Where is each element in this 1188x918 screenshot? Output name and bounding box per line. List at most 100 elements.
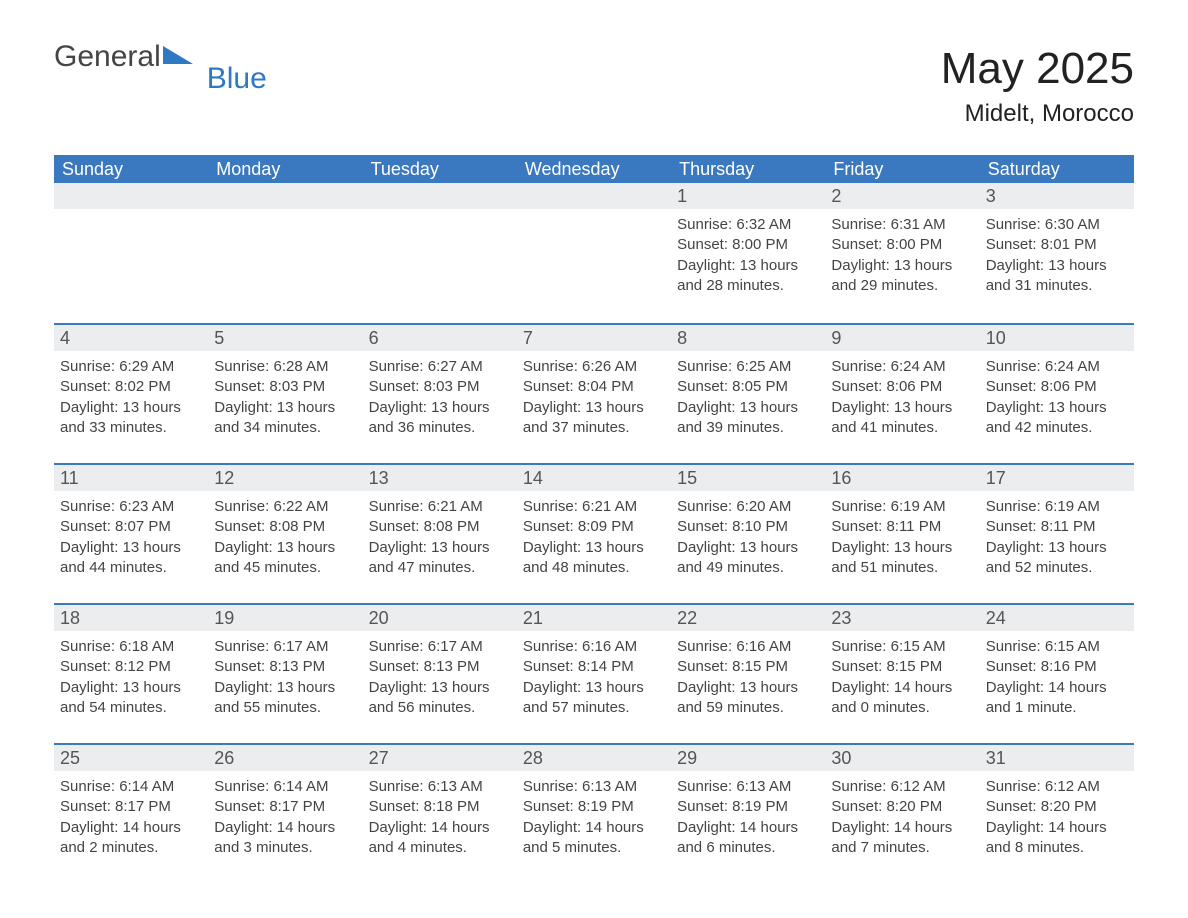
calendar-day-cell: 19Sunrise: 6:17 AMSunset: 8:13 PMDayligh…: [208, 605, 362, 743]
sunset-text: Sunset: 8:13 PM: [369, 657, 511, 677]
calendar-header-cell: Thursday: [671, 159, 825, 180]
daylight-text: Daylight: 13 hours and 42 minutes.: [986, 398, 1128, 439]
sunset-text: Sunset: 8:08 PM: [214, 517, 356, 537]
sunset-text: Sunset: 8:20 PM: [831, 797, 973, 817]
daylight-text: Daylight: 14 hours and 6 minutes.: [677, 818, 819, 859]
sunrise-text: Sunrise: 6:13 AM: [523, 777, 665, 797]
daylight-text: Daylight: 14 hours and 3 minutes.: [214, 818, 356, 859]
calendar-day-number: 11: [54, 465, 208, 491]
daylight-text: Daylight: 13 hours and 55 minutes.: [214, 678, 356, 719]
calendar-day-number: 24: [980, 605, 1134, 631]
calendar-day-number: 18: [54, 605, 208, 631]
calendar-day-cell: 4Sunrise: 6:29 AMSunset: 8:02 PMDaylight…: [54, 325, 208, 463]
sunrise-text: Sunrise: 6:24 AM: [986, 357, 1128, 377]
sunset-text: Sunset: 8:00 PM: [831, 235, 973, 255]
calendar-day-cell: [517, 183, 671, 323]
logo-triangle-icon: [163, 46, 193, 64]
month-title: May 2025: [941, 46, 1134, 92]
calendar-day-cell: 31Sunrise: 6:12 AMSunset: 8:20 PMDayligh…: [980, 745, 1134, 883]
calendar-header-cell: Saturday: [980, 159, 1134, 180]
sunrise-text: Sunrise: 6:14 AM: [60, 777, 202, 797]
calendar-day-cell: 18Sunrise: 6:18 AMSunset: 8:12 PMDayligh…: [54, 605, 208, 743]
sunset-text: Sunset: 8:09 PM: [523, 517, 665, 537]
daylight-text: Daylight: 13 hours and 39 minutes.: [677, 398, 819, 439]
calendar-day-number: [517, 183, 671, 209]
sunset-text: Sunset: 8:00 PM: [677, 235, 819, 255]
location-subtitle: Midelt, Morocco: [941, 100, 1134, 128]
sunset-text: Sunset: 8:04 PM: [523, 377, 665, 397]
calendar-day-cell: [208, 183, 362, 323]
calendar-day-cell: 8Sunrise: 6:25 AMSunset: 8:05 PMDaylight…: [671, 325, 825, 463]
sunrise-text: Sunrise: 6:14 AM: [214, 777, 356, 797]
calendar-day-number: 20: [363, 605, 517, 631]
sunrise-text: Sunrise: 6:12 AM: [831, 777, 973, 797]
daylight-text: Daylight: 13 hours and 45 minutes.: [214, 538, 356, 579]
daylight-text: Daylight: 14 hours and 7 minutes.: [831, 818, 973, 859]
sunset-text: Sunset: 8:18 PM: [369, 797, 511, 817]
calendar-day-cell: 26Sunrise: 6:14 AMSunset: 8:17 PMDayligh…: [208, 745, 362, 883]
calendar-day-cell: 1Sunrise: 6:32 AMSunset: 8:00 PMDaylight…: [671, 183, 825, 323]
sunrise-text: Sunrise: 6:21 AM: [369, 497, 511, 517]
calendar-day-number: 7: [517, 325, 671, 351]
calendar-day-cell: 25Sunrise: 6:14 AMSunset: 8:17 PMDayligh…: [54, 745, 208, 883]
sunset-text: Sunset: 8:07 PM: [60, 517, 202, 537]
calendar-day-number: 12: [208, 465, 362, 491]
daylight-text: Daylight: 13 hours and 54 minutes.: [60, 678, 202, 719]
daylight-text: Daylight: 13 hours and 52 minutes.: [986, 538, 1128, 579]
daylight-text: Daylight: 13 hours and 44 minutes.: [60, 538, 202, 579]
sunrise-text: Sunrise: 6:13 AM: [369, 777, 511, 797]
calendar-day-cell: 7Sunrise: 6:26 AMSunset: 8:04 PMDaylight…: [517, 325, 671, 463]
calendar-day-number: 17: [980, 465, 1134, 491]
calendar-week-row: 1Sunrise: 6:32 AMSunset: 8:00 PMDaylight…: [54, 183, 1134, 323]
daylight-text: Daylight: 13 hours and 36 minutes.: [369, 398, 511, 439]
daylight-text: Daylight: 14 hours and 2 minutes.: [60, 818, 202, 859]
sunrise-text: Sunrise: 6:17 AM: [214, 637, 356, 657]
calendar-header-cell: Tuesday: [363, 159, 517, 180]
sunrise-text: Sunrise: 6:15 AM: [986, 637, 1128, 657]
sunset-text: Sunset: 8:11 PM: [831, 517, 973, 537]
daylight-text: Daylight: 14 hours and 1 minute.: [986, 678, 1128, 719]
calendar-header-cell: Friday: [825, 159, 979, 180]
sunrise-text: Sunrise: 6:18 AM: [60, 637, 202, 657]
calendar-day-cell: 15Sunrise: 6:20 AMSunset: 8:10 PMDayligh…: [671, 465, 825, 603]
daylight-text: Daylight: 14 hours and 5 minutes.: [523, 818, 665, 859]
calendar-body: 1Sunrise: 6:32 AMSunset: 8:00 PMDaylight…: [54, 183, 1134, 883]
calendar-day-number: 8: [671, 325, 825, 351]
daylight-text: Daylight: 13 hours and 56 minutes.: [369, 678, 511, 719]
sunset-text: Sunset: 8:03 PM: [369, 377, 511, 397]
calendar-day-number: 6: [363, 325, 517, 351]
sunset-text: Sunset: 8:19 PM: [677, 797, 819, 817]
calendar-day-number: 28: [517, 745, 671, 771]
daylight-text: Daylight: 13 hours and 29 minutes.: [831, 256, 973, 297]
calendar-day-cell: 11Sunrise: 6:23 AMSunset: 8:07 PMDayligh…: [54, 465, 208, 603]
calendar-day-cell: 24Sunrise: 6:15 AMSunset: 8:16 PMDayligh…: [980, 605, 1134, 743]
sunrise-text: Sunrise: 6:20 AM: [677, 497, 819, 517]
calendar-day-cell: 21Sunrise: 6:16 AMSunset: 8:14 PMDayligh…: [517, 605, 671, 743]
sunrise-text: Sunrise: 6:16 AM: [677, 637, 819, 657]
calendar-day-number: 27: [363, 745, 517, 771]
daylight-text: Daylight: 13 hours and 57 minutes.: [523, 678, 665, 719]
calendar-day-cell: 23Sunrise: 6:15 AMSunset: 8:15 PMDayligh…: [825, 605, 979, 743]
calendar-header-cell: Monday: [208, 159, 362, 180]
calendar-day-cell: 17Sunrise: 6:19 AMSunset: 8:11 PMDayligh…: [980, 465, 1134, 603]
calendar-day-number: 2: [825, 183, 979, 209]
sunrise-text: Sunrise: 6:24 AM: [831, 357, 973, 377]
sunrise-text: Sunrise: 6:27 AM: [369, 357, 511, 377]
sunset-text: Sunset: 8:02 PM: [60, 377, 202, 397]
calendar-day-number: 3: [980, 183, 1134, 209]
calendar-day-number: 5: [208, 325, 362, 351]
sunrise-text: Sunrise: 6:30 AM: [986, 215, 1128, 235]
sunrise-text: Sunrise: 6:13 AM: [677, 777, 819, 797]
sunset-text: Sunset: 8:11 PM: [986, 517, 1128, 537]
sunset-text: Sunset: 8:19 PM: [523, 797, 665, 817]
calendar-day-cell: 12Sunrise: 6:22 AMSunset: 8:08 PMDayligh…: [208, 465, 362, 603]
calendar-day-number: 23: [825, 605, 979, 631]
calendar-day-number: [208, 183, 362, 209]
calendar-day-number: 1: [671, 183, 825, 209]
calendar-day-number: 10: [980, 325, 1134, 351]
sunset-text: Sunset: 8:15 PM: [677, 657, 819, 677]
calendar-day-cell: 5Sunrise: 6:28 AMSunset: 8:03 PMDaylight…: [208, 325, 362, 463]
sunrise-text: Sunrise: 6:26 AM: [523, 357, 665, 377]
daylight-text: Daylight: 14 hours and 4 minutes.: [369, 818, 511, 859]
calendar-week-row: 25Sunrise: 6:14 AMSunset: 8:17 PMDayligh…: [54, 743, 1134, 883]
